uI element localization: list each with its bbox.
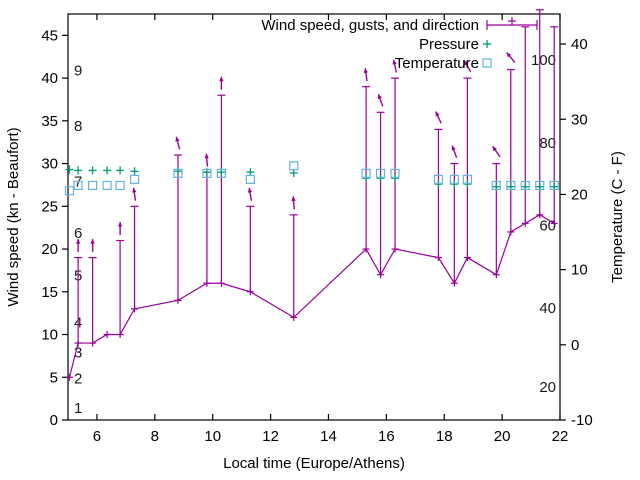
temperature-marker: [449, 174, 459, 185]
temperature-marker: [129, 174, 140, 185]
wind-direction-arrowhead: [75, 239, 81, 244]
x-tick-label: 8: [151, 428, 159, 445]
y-tick-label: 45: [41, 27, 58, 44]
x-tick-label: 22: [552, 428, 569, 445]
beaufort-label: 8: [74, 118, 82, 135]
x-tick-label: 18: [436, 428, 453, 445]
y-tick-label: 5: [50, 369, 58, 386]
legend-label-pressure: Pressure: [419, 36, 479, 53]
wind-direction-arrowhead: [132, 187, 137, 193]
temperature-marker: [361, 168, 371, 178]
y2-axis-title: Temperature (C - F): [609, 151, 626, 283]
temperature-marker: [491, 180, 501, 191]
temperature-marker: [535, 180, 545, 191]
wind-direction-arrowhead: [175, 136, 180, 142]
fahrenheit-label: 40: [539, 300, 556, 317]
fahrenheit-label: 20: [539, 379, 556, 396]
fahrenheit-label: 100: [531, 52, 556, 69]
wind-direction-arrowhead: [506, 52, 512, 58]
temperature-marker: [433, 174, 444, 185]
temperature-marker: [87, 180, 98, 191]
x-axis-title: Local time (Europe/Athens): [223, 455, 405, 472]
temperature-marker: [520, 180, 530, 191]
y-tick-label: 30: [41, 156, 58, 173]
y2-tick-label: 30: [571, 111, 588, 128]
temperature-marker: [289, 161, 299, 171]
temperature-marker: [506, 180, 516, 191]
y2-tick-label: 10: [571, 262, 588, 279]
temperature-marker: [549, 180, 559, 191]
wind-speed-line: [68, 214, 555, 378]
wind-direction-arrowhead: [90, 239, 95, 244]
y2-tick-label: 0: [571, 337, 579, 354]
y2-tick-label: -10: [571, 412, 593, 429]
beaufort-label: 6: [74, 225, 82, 242]
wind-direction-arrowhead: [219, 76, 224, 82]
wind-direction-arrowhead: [451, 145, 456, 151]
fahrenheit-label: 80: [539, 135, 556, 152]
x-tick-label: 12: [262, 428, 279, 445]
temperature-marker: [462, 174, 472, 185]
y2-tick-label: 40: [571, 36, 588, 53]
temperature-marker: [216, 168, 226, 178]
wind-direction-arrowhead: [291, 196, 296, 202]
y-axis-title: Wind speed (kn - Beaufort): [5, 127, 22, 306]
beaufort-label: 7: [74, 174, 82, 191]
wind-direction-arrowhead: [363, 68, 368, 73]
x-tick-label: 14: [320, 428, 337, 445]
beaufort-label: 2: [74, 370, 82, 387]
wind-direction-arrowhead: [492, 146, 497, 152]
wind-direction-arrowhead: [392, 59, 397, 65]
wind-direction-arrowhead: [435, 111, 440, 117]
x-tick-label: 6: [93, 428, 101, 445]
plot-frame: [67, 13, 561, 421]
temperature-marker: [73, 180, 83, 191]
wind-direction-arrowhead: [247, 187, 253, 193]
temperature-marker: [202, 168, 212, 178]
temperature-marker: [390, 168, 400, 178]
y-tick-label: 40: [41, 70, 58, 87]
y-tick-label: 20: [41, 241, 58, 258]
beaufort-label: 1: [74, 400, 82, 417]
legend-swatch-temperature: [482, 58, 492, 68]
x-tick-label: 20: [494, 428, 511, 445]
wind-direction-arrowhead: [117, 222, 123, 227]
x-tick-label: 16: [378, 428, 395, 445]
temperature-marker: [102, 180, 112, 191]
wind-direction-arrowhead: [377, 94, 382, 100]
y-tick-label: 15: [41, 284, 58, 301]
y-tick-label: 35: [41, 113, 58, 130]
legend-label-temperature: Temperature: [395, 55, 479, 72]
beaufort-label: 9: [74, 63, 82, 80]
x-tick-label: 10: [204, 428, 221, 445]
wind-direction-arrowhead: [204, 153, 209, 159]
temperature-marker: [375, 168, 386, 178]
temperature-marker: [245, 174, 255, 185]
wind-direction-arrowhead: [464, 60, 469, 66]
temperature-marker: [115, 180, 125, 191]
y-tick-label: 10: [41, 327, 58, 344]
y-tick-label: 0: [50, 412, 58, 429]
temperature-marker: [173, 168, 183, 178]
y2-tick-label: 20: [571, 186, 588, 203]
y-tick-label: 25: [41, 198, 58, 215]
legend-label-wind: Wind speed, gusts, and direction: [261, 17, 479, 34]
temperature-marker: [64, 186, 75, 196]
beaufort-label: 3: [74, 345, 82, 362]
